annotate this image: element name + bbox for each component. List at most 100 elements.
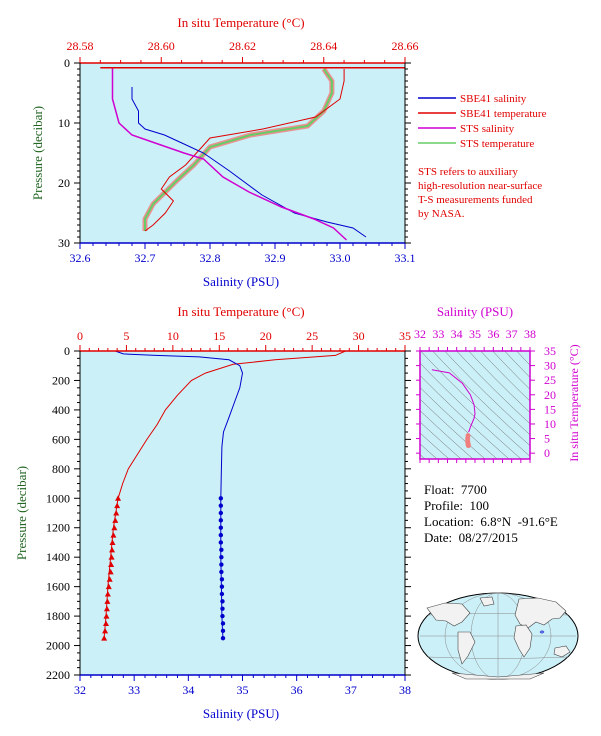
top-sal-tick-label: 32.8 (200, 251, 221, 265)
ts-panel-ticks (416, 347, 535, 463)
salinity-sample-point (220, 635, 226, 641)
land-greenland (479, 596, 495, 607)
ts-sal-tick-label: 35 (469, 327, 481, 341)
top-temp-tick-label: 28.66 (392, 39, 419, 53)
top-sal-tick-label: 32.6 (70, 251, 91, 265)
salinity-sample-point (219, 569, 224, 575)
main-temp-tick-label: 15 (213, 329, 225, 343)
land-antarctica (451, 672, 545, 680)
map-land (426, 596, 571, 680)
temperature-sample-point (103, 613, 110, 619)
ts-curve-upper (431, 369, 476, 433)
main-panel-pressure-tick-labels: 0 200 400 600 800 1000 1200 1400 1600 1800 2000 220… (46, 344, 70, 682)
world-map: * (417, 592, 579, 680)
temperature-sample-point (115, 495, 122, 501)
salinity-sample-point (218, 503, 224, 508)
main-temp-tick-label: 25 (306, 329, 318, 343)
sts-note: STS refers to auxiliary high-resolution … (418, 166, 542, 220)
ts-density-contour (516, 351, 530, 366)
top-panel-temp-tick-labels: 28.58 28.60 28.62 28.64 28.66 (67, 39, 419, 53)
main-pressure-tick-label: 600 (52, 432, 70, 446)
salinity-sample-point (218, 525, 224, 530)
ts-temp-tick-label: 35 (544, 344, 556, 358)
main-pressure-tick-label: 800 (52, 462, 70, 476)
main-panel-salinity-axis-title: Salinity (PSU) (203, 706, 279, 721)
main-temp-tick-label: 35 (399, 329, 411, 343)
temperature-sample-point (104, 598, 111, 604)
temperature-sample-point (108, 561, 115, 568)
ts-density-contour (420, 387, 498, 459)
float-location-marker: * (539, 628, 545, 640)
temperature-sample-point (109, 546, 116, 553)
ts-sal-tick-label: 38 (524, 327, 536, 341)
top-panel-temp-axis-title: In situ Temperature (°C) (177, 15, 304, 30)
ts-density-contour (444, 351, 530, 436)
salinity-sample-point (220, 613, 225, 619)
main-pressure-tick-label: 200 (52, 373, 70, 387)
land-south-america (457, 631, 476, 665)
main-temp-tick-label: 10 (167, 329, 179, 343)
main-temp-tick-label: 30 (353, 329, 365, 343)
legend-label-sts-temperature: STS temperature (460, 138, 534, 150)
temperature-sample-point (110, 532, 117, 538)
top-panel-sal-tick-labels: 32.6 32.7 32.8 32.9 33.0 33.1 (70, 251, 416, 265)
ts-density-contour (432, 351, 530, 446)
main-pressure-tick-label: 1000 (46, 491, 70, 505)
main-temp-tick-label: 20 (260, 329, 272, 343)
main-pressure-tick-label: 1800 (46, 609, 70, 623)
sts-salinity-line (111, 67, 348, 241)
ts-sal-tick-label: 36 (487, 327, 499, 341)
top-panel-plot-area (80, 63, 405, 243)
sts-note-line-2: high-resolution near-surface (418, 180, 542, 192)
ts-temp-tick-label: 25 (544, 373, 556, 387)
main-temp-tick-label: 0 (77, 329, 83, 343)
main-pressure-tick-label: 1400 (46, 550, 70, 564)
ts-density-contour (420, 398, 486, 459)
top-pressure-tick-label: 10 (58, 116, 70, 130)
top-panel-series (100, 67, 405, 241)
main-panel-pressure-axis-title: Pressure (decibar) (14, 466, 29, 560)
main-pressure-tick-label: 1200 (46, 521, 70, 535)
top-panel-pressure-axis-title: Pressure (decibar) (30, 106, 45, 200)
ts-temp-tick-label: 30 (544, 359, 556, 373)
legend: SBE41 salinity SBE41 temperature STS sal… (418, 93, 547, 150)
salinity-sample-point (219, 562, 224, 567)
temperature-sample-point (102, 627, 109, 634)
temperature-sample-point (111, 524, 118, 531)
ts-panel: Salinity (PSU) 32 33 34 35 36 37 38 0510152025… (414, 304, 581, 463)
land-north-america (426, 602, 471, 627)
sts-note-line-1: STS refers to auxiliary (418, 166, 518, 178)
temperature-sample-point (112, 517, 119, 523)
sbe41-salinity-line (131, 87, 367, 238)
float-location: Location: 6.8°N -91.6°E (424, 514, 558, 529)
ts-contour-group (420, 351, 530, 459)
top-temp-tick-label: 28.58 (67, 39, 94, 53)
legend-label-sbe41-temperature: SBE41 temperature (460, 108, 547, 120)
top-sal-tick-label: 33.1 (395, 251, 416, 265)
salinity-sample-point (218, 540, 224, 545)
main-sal-tick-label: 33 (128, 683, 140, 697)
ts-deep-point (465, 443, 471, 449)
temperature-sample-point (103, 620, 109, 626)
main-pressure-tick-label: 1600 (46, 580, 70, 594)
ts-temp-tick-label: 5 (544, 432, 550, 446)
temperature-sample-point (104, 591, 111, 597)
profile-number: Profile: 100 (424, 498, 489, 513)
top-pressure-tick-label: 0 (64, 56, 70, 70)
main-panel-series (101, 350, 346, 641)
sts-note-line-4: by NASA. (418, 208, 465, 220)
ts-temp-tick-label: 20 (544, 388, 556, 402)
salinity-sample-point (218, 496, 224, 501)
main-panel-sal-tick-labels: 32 33 34 35 36 37 38 (74, 683, 411, 697)
ts-panel-salinity-axis-title: Salinity (PSU) (437, 304, 513, 319)
profile-date: Date: 08/27/2015 (424, 530, 518, 545)
temperature-sample-point (109, 539, 116, 545)
top-sal-tick-label: 32.9 (265, 251, 286, 265)
main-sal-tick-label: 38 (399, 683, 411, 697)
ts-temp-tick-label: 0 (544, 446, 550, 460)
main-temp-tick-label: 5 (123, 329, 129, 343)
top-sal-tick-label: 32.7 (135, 251, 156, 265)
ts-panel-series (431, 369, 476, 449)
main-pressure-tick-label: 0 (64, 344, 70, 358)
